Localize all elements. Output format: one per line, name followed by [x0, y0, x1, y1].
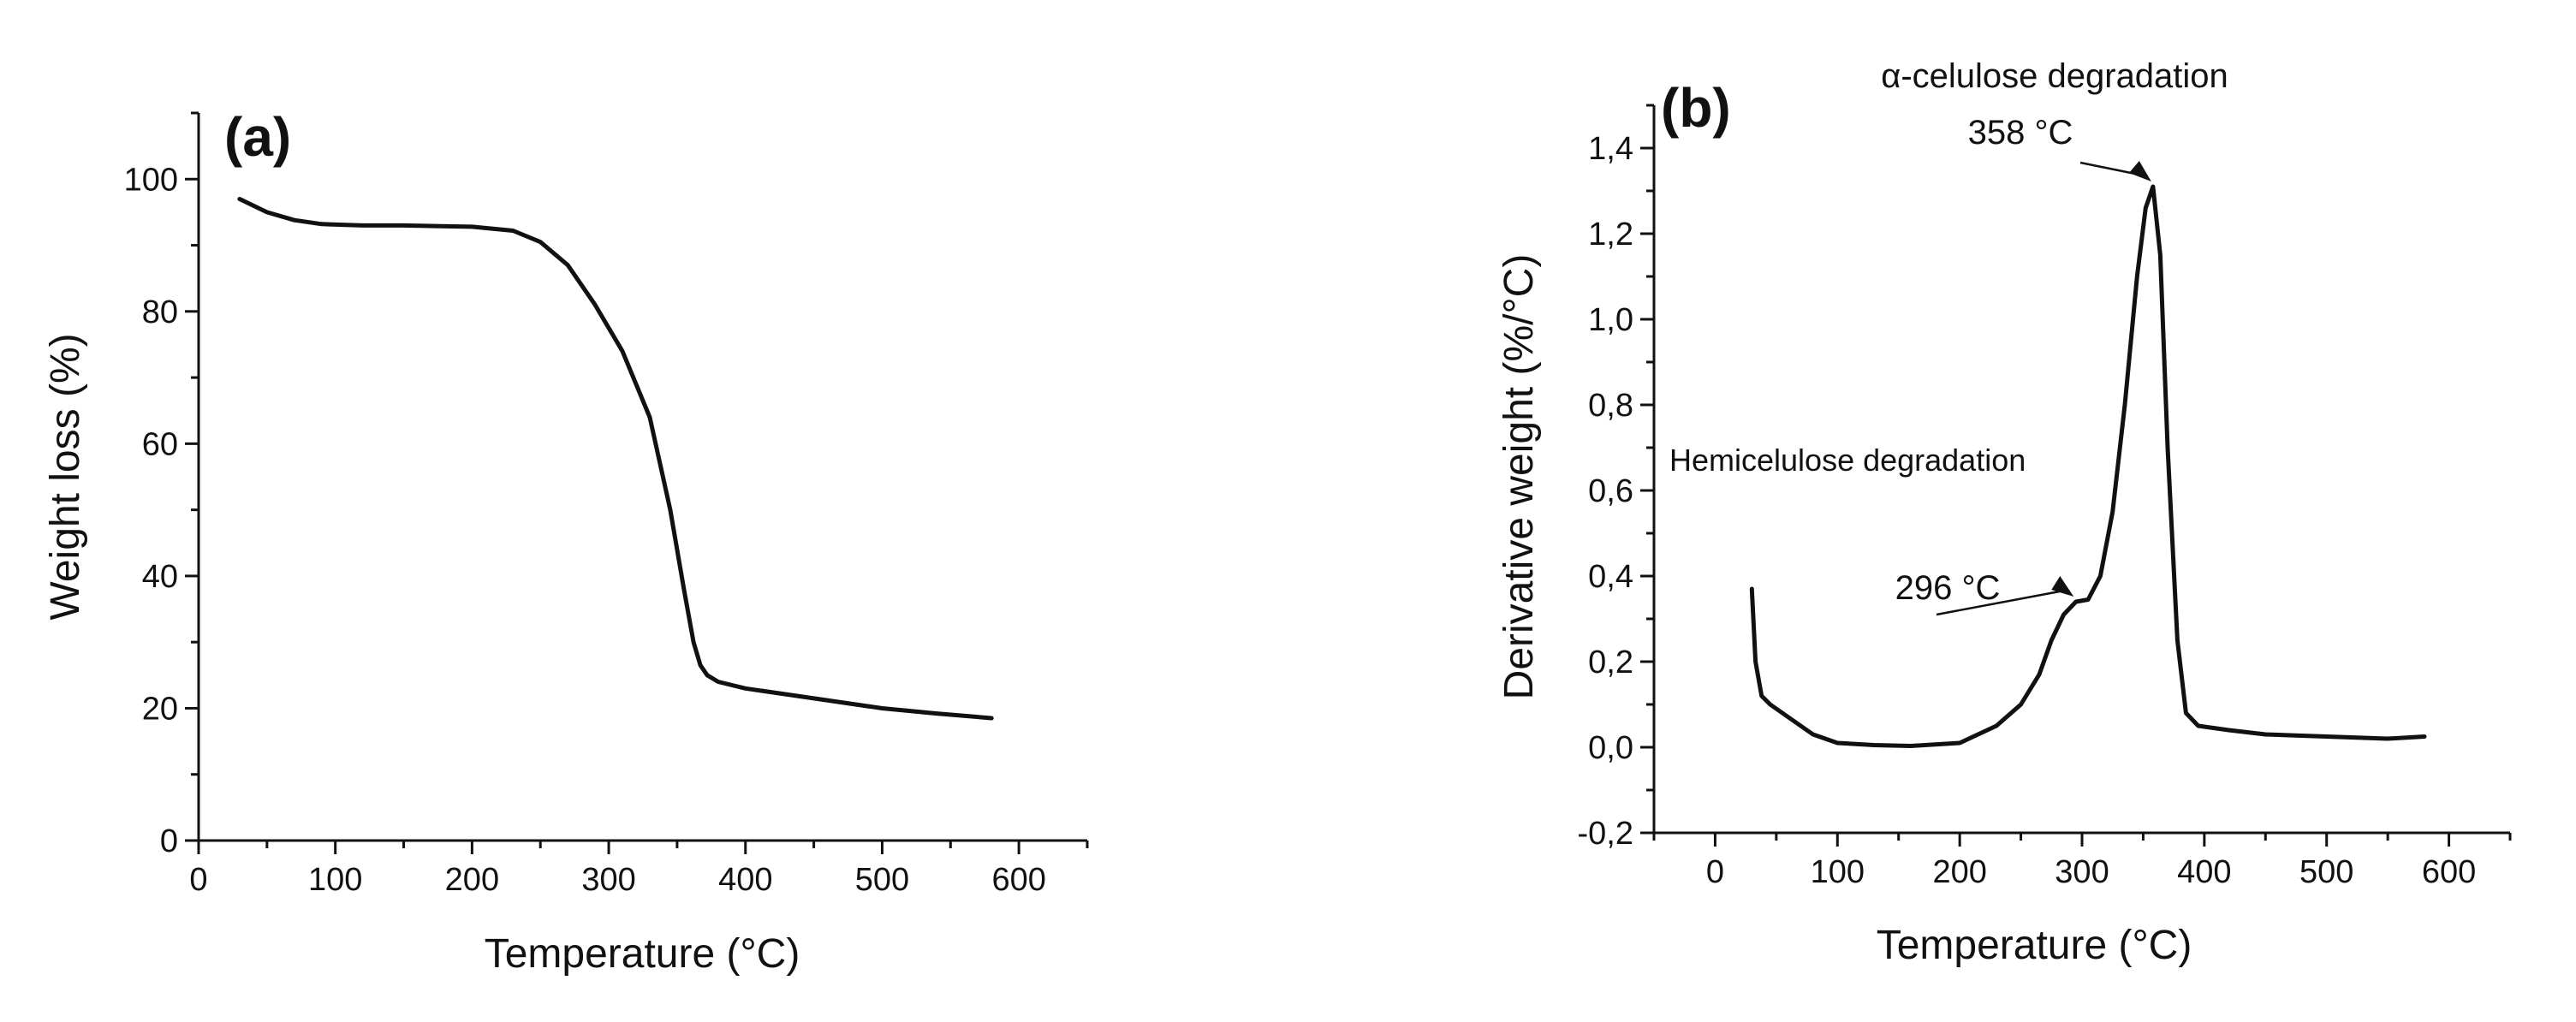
panel-b: 0 100 200 300 400 500 600 -0,2 0,0 0,2 0,4 0,6 0,8 1,…: [1496, 57, 2512, 968]
arrow-line-296: [1936, 588, 2069, 616]
y-tick-label: 1,0: [1588, 302, 1633, 338]
annotation-peak-358: 358 °C: [1968, 114, 2073, 152]
x-tick-label: 400: [718, 862, 772, 898]
y-tick-label: 40: [142, 559, 178, 595]
annotation-hemicelulose: Hemicelulose degradation: [1669, 443, 2026, 478]
y-axis-label: Derivative weight (%/°C): [1496, 254, 1542, 700]
x-tick-label: 600: [2422, 854, 2476, 890]
y-tick-label: 80: [142, 294, 178, 330]
y-tick-label: 60: [142, 426, 178, 462]
y-tick-label: 0: [160, 823, 178, 859]
arrow-head-358: [2128, 161, 2151, 181]
x-tick-label: 500: [2299, 854, 2353, 890]
x-tick-label: 400: [2177, 854, 2231, 890]
y-tick-label: 0,4: [1588, 559, 1633, 595]
x-tick-label: 100: [1811, 854, 1865, 890]
x-tick-label: 600: [991, 862, 1045, 898]
x-axis-label: Temperature (°C): [485, 931, 800, 977]
x-tick-label: 200: [1932, 854, 1986, 890]
y-tick-label: 1,2: [1588, 217, 1633, 253]
y-tick-label: -0,2: [1578, 816, 1633, 852]
annotation-peak-296: 296 °C: [1895, 569, 2001, 607]
y-tick-label: 0,6: [1588, 473, 1633, 509]
x-tick-label: 300: [2055, 854, 2109, 890]
data-line-dtg: [1749, 184, 2427, 748]
panel-label: (a): [224, 106, 291, 168]
y-tick-label: 0,2: [1588, 645, 1633, 680]
x-tick-label: 0: [1706, 854, 1724, 890]
annotation-alpha-celulose: α-celulose degradation: [1881, 57, 2228, 95]
x-tick-label: 500: [855, 862, 909, 898]
arrow-head-296: [2051, 576, 2074, 597]
y-tick-label: 20: [142, 691, 178, 727]
x-axis-label: Temperature (°C): [1877, 923, 2192, 968]
x-tick-label: 0: [189, 862, 207, 898]
y-axis-label: Weight loss (%): [43, 333, 88, 620]
y-tick-label: 1,4: [1588, 131, 1633, 167]
y-tick-label: 0,0: [1588, 730, 1633, 766]
x-tick-label: 100: [308, 862, 362, 898]
y-tick-label: 100: [124, 162, 178, 198]
data-line-tga: [237, 197, 994, 721]
y-tick-label: 0,8: [1588, 388, 1633, 424]
panel-label: (b): [1661, 77, 1731, 139]
panel-a: 0 100 200 300 400 500 600 0 20 40 60 80 100 Temperatu…: [43, 106, 1089, 977]
x-tick-label: 300: [581, 862, 635, 898]
x-tick-label: 200: [445, 862, 499, 898]
